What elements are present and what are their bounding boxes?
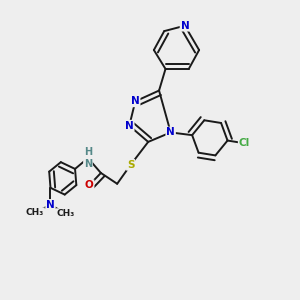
Text: CH₃: CH₃ (56, 209, 75, 218)
Text: S: S (127, 160, 134, 170)
Text: Cl: Cl (239, 138, 250, 148)
Text: H
N: H N (84, 147, 92, 169)
Text: N: N (46, 200, 55, 210)
Text: N: N (181, 21, 189, 31)
Text: N: N (166, 128, 175, 137)
Text: N: N (131, 96, 140, 106)
Text: CH₃: CH₃ (26, 208, 44, 217)
Text: O: O (85, 180, 94, 190)
Text: N: N (125, 121, 134, 131)
